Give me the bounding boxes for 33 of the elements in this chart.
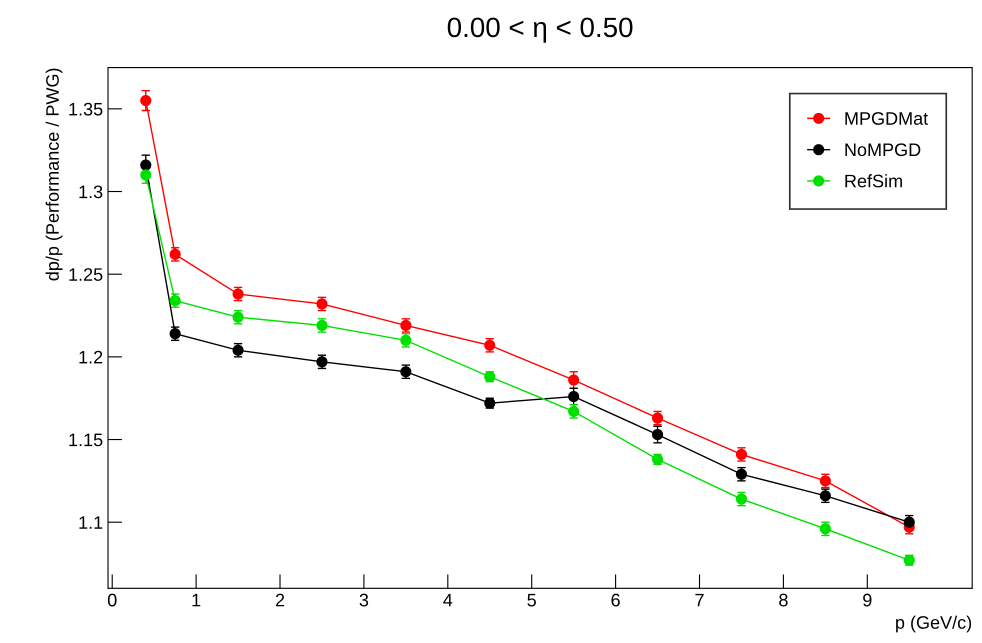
x-tick-label: 9 bbox=[863, 594, 872, 606]
x-tick-label: 5 bbox=[527, 594, 536, 606]
point bbox=[820, 490, 831, 502]
x-tick-label: 0 bbox=[108, 594, 117, 606]
y-tick-label: 1.15 bbox=[69, 434, 102, 446]
x-tick-label: 3 bbox=[360, 594, 368, 606]
legend-label: RefSim bbox=[845, 174, 902, 188]
point bbox=[400, 334, 412, 346]
point bbox=[140, 169, 152, 181]
y-tick-label: 1.3 bbox=[79, 185, 102, 198]
legend-label: MPGDMat bbox=[845, 112, 928, 125]
y-axis-title: dp/p (Performance / PWG) bbox=[46, 68, 62, 280]
y-tick-label: 1.1 bbox=[79, 516, 102, 529]
point bbox=[140, 95, 152, 106]
point bbox=[652, 429, 664, 440]
x-axis-title: p (GeV/c) bbox=[896, 616, 972, 632]
x-tick-label: 7 bbox=[695, 594, 704, 606]
point bbox=[820, 475, 831, 486]
x-tick-label: 4 bbox=[443, 594, 452, 606]
point bbox=[568, 390, 580, 402]
point bbox=[400, 320, 412, 332]
y-tick-label: 1.2 bbox=[79, 350, 102, 364]
legend-label: NoMPGD bbox=[845, 143, 920, 156]
x-tick-label: 6 bbox=[612, 594, 620, 606]
x-tick-label: 8 bbox=[779, 594, 788, 606]
x-tick-label: 1 bbox=[192, 594, 200, 606]
chart-title: 0.00 < η < 0.50 bbox=[448, 18, 632, 43]
point bbox=[652, 412, 664, 424]
y-tick-label: 1.25 bbox=[69, 268, 102, 281]
x-tick-label: 2 bbox=[276, 594, 284, 606]
point bbox=[140, 160, 152, 171]
y-tick-label: 1.35 bbox=[69, 102, 102, 116]
point bbox=[568, 374, 580, 386]
